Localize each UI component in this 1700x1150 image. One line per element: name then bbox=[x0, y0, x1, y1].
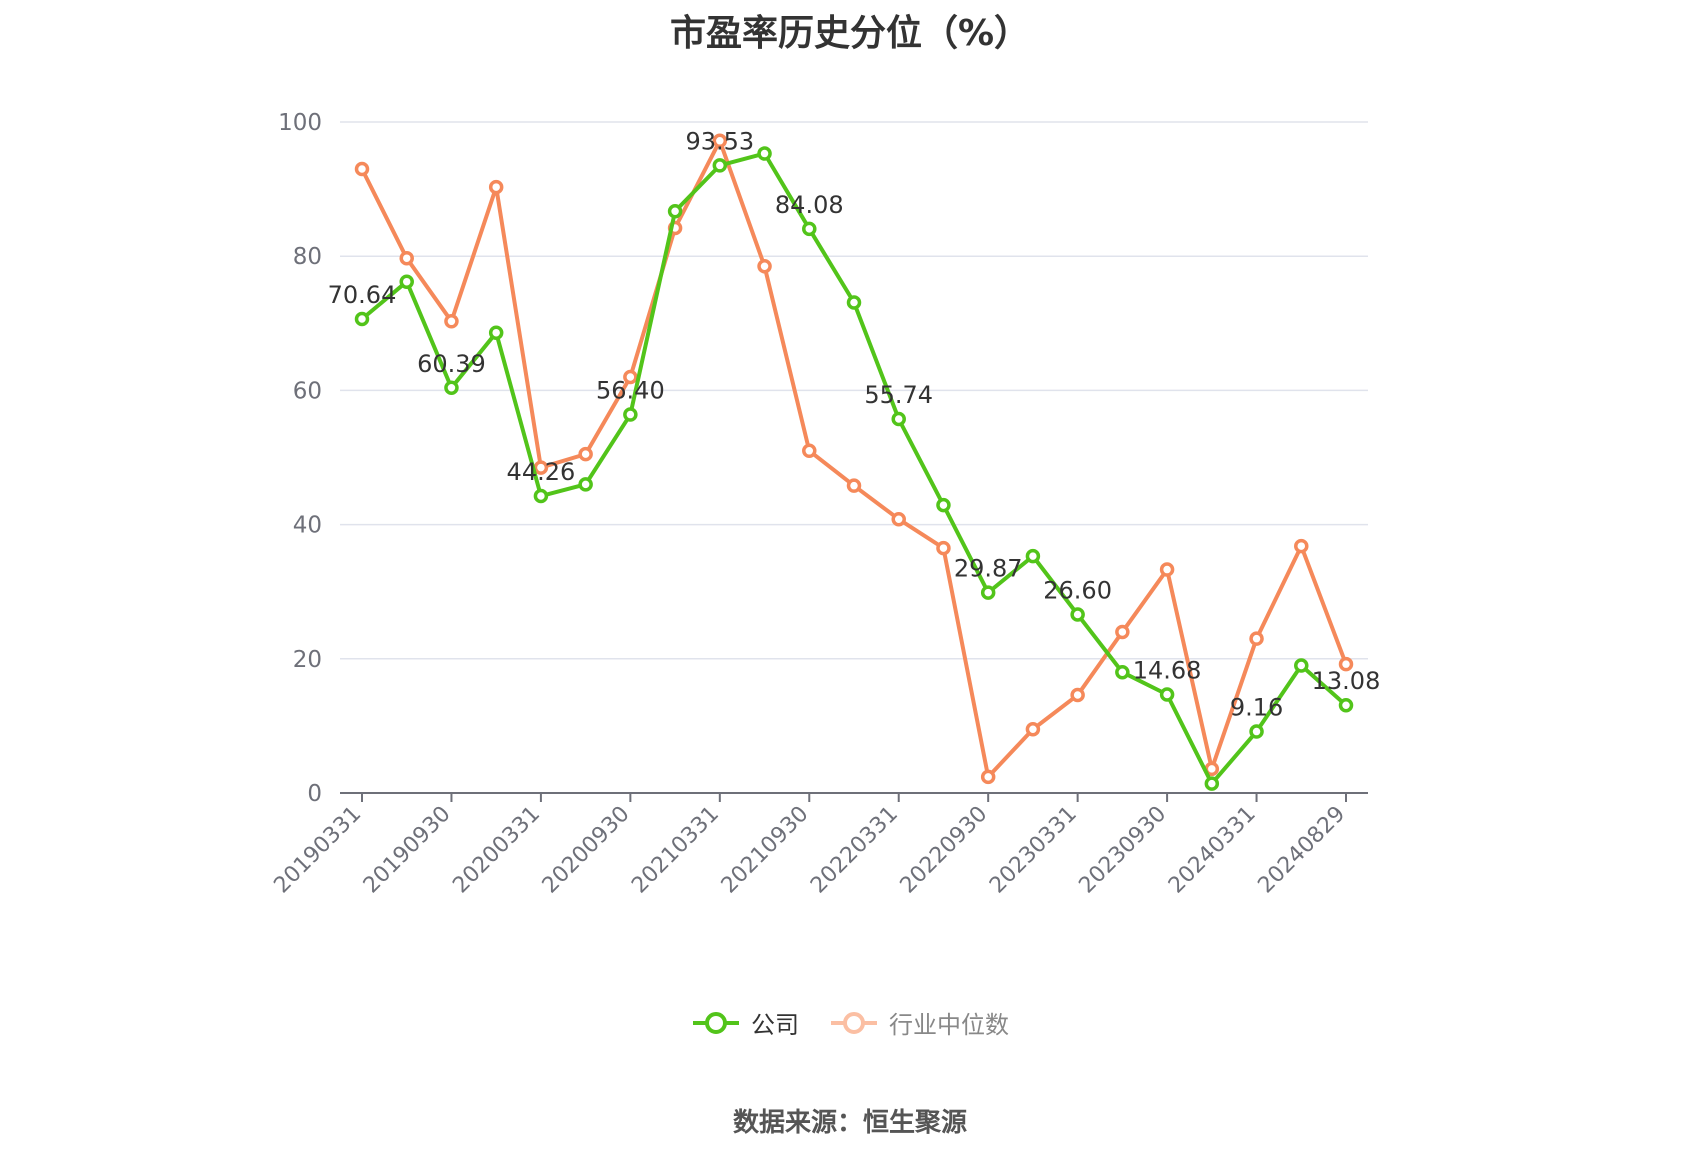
point-company bbox=[891, 411, 906, 427]
point-industry-median bbox=[1249, 631, 1264, 646]
point-industry-median bbox=[1294, 538, 1309, 554]
x-tick-label: 20240331 bbox=[1164, 802, 1261, 899]
data-label-company: 55.74 bbox=[864, 381, 933, 409]
y-tick-label: 100 bbox=[278, 110, 322, 136]
point-company bbox=[488, 325, 504, 340]
point-industry-median bbox=[488, 179, 504, 195]
x-tick-label: 20200331 bbox=[448, 802, 545, 899]
y-tick-label: 40 bbox=[293, 513, 322, 539]
point-company bbox=[399, 274, 414, 289]
data-label-company: 84.08 bbox=[775, 191, 844, 219]
point-company bbox=[444, 380, 459, 396]
x-tick-label: 20210331 bbox=[627, 802, 724, 899]
point-company bbox=[802, 221, 817, 237]
point-company bbox=[980, 585, 996, 600]
point-company bbox=[354, 311, 370, 327]
data-label-company: 26.60 bbox=[1043, 577, 1112, 605]
chart-title: 市盈率历史分位（%） bbox=[669, 13, 1031, 54]
point-company bbox=[533, 488, 549, 504]
x-tick-label: 20220331 bbox=[806, 802, 903, 899]
point-industry-median bbox=[1338, 656, 1354, 672]
legend: 公司 行业中位数 bbox=[0, 1005, 1700, 1040]
x-tick-label: 20200930 bbox=[538, 802, 635, 899]
y-tick-label: 60 bbox=[293, 378, 322, 404]
point-industry-median bbox=[533, 460, 549, 475]
point-industry-median bbox=[1070, 687, 1085, 703]
data-label-company: 14.68 bbox=[1133, 656, 1202, 684]
data-label-company: 29.87 bbox=[954, 555, 1023, 583]
point-company bbox=[1294, 658, 1309, 673]
point-company bbox=[1025, 548, 1041, 564]
point-industry-median bbox=[936, 540, 951, 556]
data-label-company: 44.26 bbox=[507, 458, 576, 486]
point-industry-median bbox=[354, 161, 370, 177]
x-tick-label: 20230930 bbox=[1074, 802, 1171, 899]
legend-item-industry-median[interactable]: 行业中位数 bbox=[829, 1005, 1009, 1040]
point-company bbox=[667, 203, 683, 219]
x-tick-label: 20230331 bbox=[985, 802, 1082, 899]
point-company bbox=[1249, 724, 1264, 739]
source-note: 数据来源：恒生聚源 bbox=[732, 1108, 967, 1138]
point-industry-median bbox=[757, 259, 772, 274]
x-tick-label: 20210930 bbox=[717, 802, 814, 899]
data-labels: 70.64 60.39 44.26 56.40 93.53 84.08 55.74 29.87… bbox=[328, 127, 1381, 721]
x-tick-label: 20240829 bbox=[1253, 802, 1350, 899]
point-industry-median bbox=[578, 446, 593, 462]
x-tick-label: 20190331 bbox=[269, 802, 366, 899]
legend-item-company[interactable]: 公司 bbox=[691, 1005, 799, 1040]
y-tick-label: 0 bbox=[307, 781, 322, 807]
point-industry-median bbox=[1115, 624, 1130, 640]
data-label-company: 60.39 bbox=[417, 350, 486, 378]
x-tick-label: 20190930 bbox=[359, 802, 456, 899]
point-company bbox=[1338, 697, 1354, 713]
y-tick-label: 20 bbox=[293, 647, 322, 673]
axes: 0 20 40 60 80 100 2019033120190930202003312020… bbox=[269, 110, 1368, 898]
legend-label-company: 公司 bbox=[751, 1011, 799, 1039]
data-label-company: 9.16 bbox=[1230, 694, 1283, 722]
point-industry-median bbox=[1025, 722, 1041, 737]
point-company bbox=[757, 146, 772, 161]
series bbox=[354, 133, 1354, 791]
point-industry-median bbox=[623, 369, 638, 385]
point-company bbox=[1070, 607, 1085, 622]
point-company bbox=[936, 497, 951, 513]
legend-company-marker bbox=[693, 1011, 739, 1034]
point-industry-median bbox=[802, 443, 817, 459]
point-industry-median bbox=[846, 478, 862, 493]
legend-industry-marker bbox=[831, 1011, 877, 1034]
grid-lines bbox=[340, 121, 1368, 660]
point-industry-median bbox=[980, 769, 996, 785]
point-company bbox=[623, 407, 638, 422]
point-company bbox=[712, 158, 728, 173]
point-company bbox=[578, 477, 593, 492]
point-industry-median bbox=[712, 133, 728, 149]
legend-label-industry-median: 行业中位数 bbox=[889, 1011, 1009, 1039]
point-company bbox=[1159, 687, 1175, 702]
point-industry-median bbox=[1159, 562, 1175, 577]
point-company bbox=[846, 295, 862, 310]
data-label-company: 93.53 bbox=[685, 127, 754, 155]
data-label-company: 56.40 bbox=[596, 377, 665, 405]
y-tick-label: 80 bbox=[293, 244, 322, 270]
point-industry-median bbox=[891, 511, 906, 527]
x-tick-label: 20220930 bbox=[896, 802, 993, 899]
data-label-company: 13.08 bbox=[1312, 667, 1381, 695]
data-label-company: 70.64 bbox=[328, 281, 397, 309]
point-company bbox=[1115, 664, 1130, 680]
point-company bbox=[1204, 776, 1220, 791]
point-industry-median bbox=[399, 250, 414, 266]
point-industry-median bbox=[444, 314, 459, 329]
